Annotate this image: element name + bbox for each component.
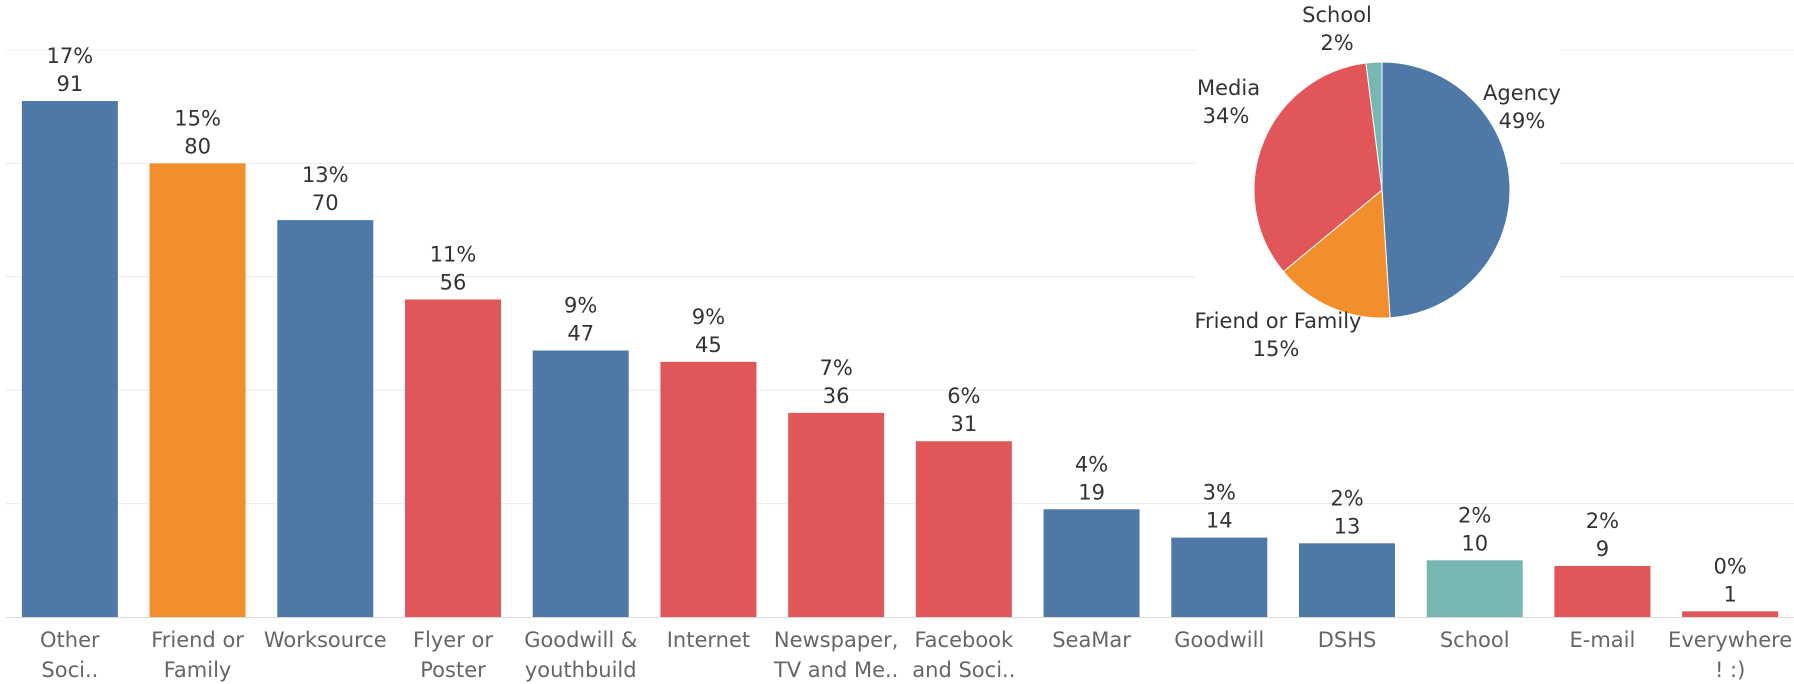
bar-value-label: 91 xyxy=(56,72,83,96)
pie-value-label: 49% xyxy=(1499,109,1546,133)
pie-slice[interactable] xyxy=(1381,61,1511,319)
x-tick-label: youthbuild xyxy=(525,658,637,682)
bar-percent-label: 17% xyxy=(47,44,94,68)
bar[interactable] xyxy=(532,350,629,617)
x-tick-label: Everywhere xyxy=(1668,628,1792,652)
bar-percent-label: 4% xyxy=(1075,452,1108,476)
bar-value-label: 36 xyxy=(823,384,850,408)
pie-value-label: 2% xyxy=(1320,31,1353,55)
bar[interactable] xyxy=(915,441,1012,617)
bar-value-label: 31 xyxy=(950,412,977,436)
bar-value-label: 80 xyxy=(184,134,211,158)
x-tick-label: Poster xyxy=(420,658,486,682)
x-tick-label: SeaMar xyxy=(1052,628,1131,652)
pie-chart: Agency 49% Friend or Family 15% Media 34% Scho… xyxy=(1195,3,1561,361)
x-tick-label: School xyxy=(1440,628,1510,652)
x-tick-label: TV and Me.. xyxy=(773,658,898,682)
bar-percent-label: 2% xyxy=(1586,509,1619,533)
bar-percent-label: 3% xyxy=(1203,481,1236,505)
bar[interactable] xyxy=(405,299,501,617)
bar-value-label: 9 xyxy=(1596,537,1609,561)
x-tick-label: Flyer or xyxy=(413,628,493,652)
x-tick-label: DSHS xyxy=(1318,628,1377,652)
bar[interactable] xyxy=(1299,543,1395,617)
bar-value-label: 14 xyxy=(1206,509,1233,533)
bar-percent-label: 2% xyxy=(1458,503,1491,527)
bar-percent-label: 0% xyxy=(1713,554,1746,578)
bar-percent-label: 6% xyxy=(947,384,980,408)
bar[interactable] xyxy=(1682,611,1779,617)
pie-slice[interactable] xyxy=(1253,62,1383,273)
x-tick-label: Goodwill & xyxy=(524,628,637,652)
bar-percent-label: 15% xyxy=(174,106,221,130)
bar[interactable] xyxy=(21,101,118,617)
pie-slice[interactable] xyxy=(1365,61,1383,191)
bar-value-label: 70 xyxy=(312,191,339,215)
bar-percent-label: 11% xyxy=(430,242,477,266)
x-tick-label: Facebook xyxy=(915,628,1015,652)
pie-label: Agency xyxy=(1483,81,1561,105)
x-tick-label: Soci.. xyxy=(41,658,98,682)
x-tick-label: Internet xyxy=(667,628,750,652)
bar[interactable] xyxy=(1171,537,1268,617)
x-tick-label: Other xyxy=(40,628,100,652)
pie-label: School xyxy=(1302,3,1372,27)
bar-percent-label: 9% xyxy=(564,294,597,318)
x-tick-label: Worksource xyxy=(264,628,387,652)
bar-value-label: 1 xyxy=(1723,582,1736,606)
pie-slice[interactable] xyxy=(1282,188,1391,319)
bar-percent-label: 7% xyxy=(819,356,852,380)
pie-value-label: 15% xyxy=(1253,337,1300,361)
bar-percent-label: 13% xyxy=(302,163,349,187)
x-tick-label: ! :) xyxy=(1715,658,1745,682)
x-tick-label: Family xyxy=(164,658,232,682)
bar[interactable] xyxy=(788,412,885,617)
bar[interactable] xyxy=(660,361,757,617)
bar-value-label: 47 xyxy=(567,322,594,346)
bar[interactable] xyxy=(1426,560,1523,617)
pie-label: Friend or Family xyxy=(1195,309,1362,333)
x-tick-label: E-mail xyxy=(1570,628,1636,652)
pie-label: Media xyxy=(1197,76,1260,100)
bar-value-label: 10 xyxy=(1461,531,1488,555)
bar-percent-label: 2% xyxy=(1330,486,1363,510)
bar-value-label: 19 xyxy=(1078,480,1105,504)
x-tick-label: Newspaper, xyxy=(774,628,899,652)
bar-percent-label: 9% xyxy=(692,305,725,329)
pie-value-label: 34% xyxy=(1203,104,1250,128)
bar[interactable] xyxy=(277,220,374,617)
x-tick-label: Goodwill xyxy=(1174,628,1264,652)
bar-value-label: 45 xyxy=(695,333,722,357)
x-tick-label: and Soci.. xyxy=(912,658,1015,682)
bar-value-label: 56 xyxy=(440,270,467,294)
bar[interactable] xyxy=(149,163,246,617)
x-tick-label: Friend or xyxy=(151,628,244,652)
bar[interactable] xyxy=(1554,565,1651,617)
bar-value-label: 13 xyxy=(1334,514,1361,538)
bar[interactable] xyxy=(1043,509,1140,617)
